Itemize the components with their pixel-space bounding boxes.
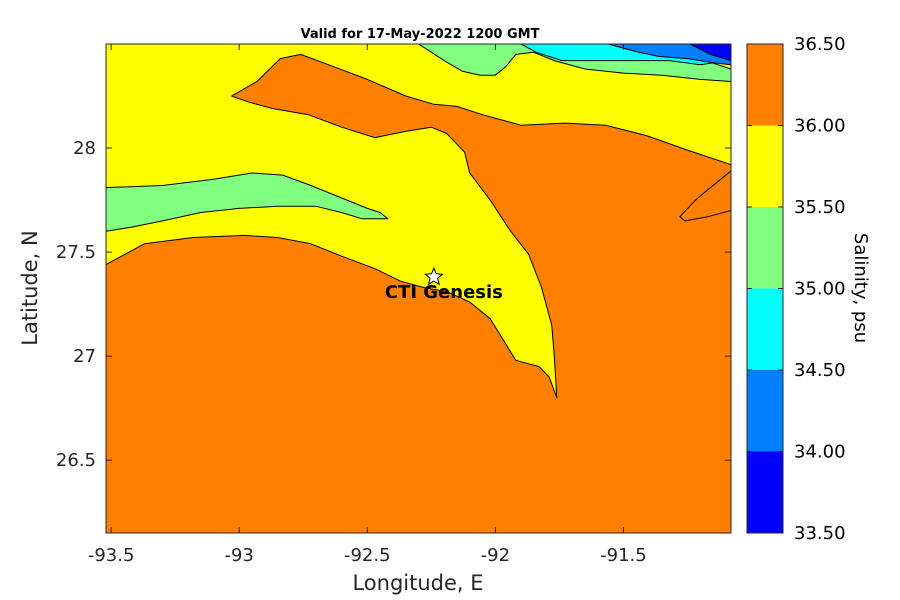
contour-region-1 <box>106 53 731 533</box>
chart-title: Valid for 17-May-2022 1200 GMT <box>301 27 540 42</box>
y-axis-ticks: 26.5 27 27.5 28 <box>56 138 731 471</box>
colorbar-tick-label: 33.50 <box>794 523 846 544</box>
x-tick-label: -93.5 <box>88 545 135 566</box>
x-tick-label: -93 <box>224 545 253 566</box>
colorbar-bands <box>747 44 783 533</box>
colorbar-tick-label: 36.00 <box>794 116 846 137</box>
plot-frame <box>105 43 732 534</box>
contour-regions <box>106 44 731 533</box>
y-tick-label: 27.5 <box>56 242 96 263</box>
colorbar-tick-label: 36.50 <box>794 34 846 55</box>
colorbar-band <box>747 370 783 452</box>
x-axis-label: Longitude, E <box>352 571 483 595</box>
colorbar-band <box>747 44 783 126</box>
x-tick-label: -92 <box>481 545 510 566</box>
x-tick-label: -92.5 <box>344 545 391 566</box>
x-tick-label: -91.5 <box>600 545 647 566</box>
colorbar-band <box>747 451 783 533</box>
colorbar-tick-label: 35.50 <box>794 197 846 218</box>
colorbar-tick-label: 35.00 <box>794 279 846 300</box>
station-label: CTI Genesis <box>385 282 503 303</box>
colorbar-label: Salinity, psu <box>850 233 871 343</box>
y-tick-label: 27 <box>73 346 96 367</box>
colorbar: 36.50 36.00 35.50 35.00 34.50 34.00 33.50 Sali… <box>746 34 871 544</box>
colorbar-band <box>747 125 783 207</box>
y-axis-label: Latitude, N <box>18 230 42 346</box>
colorbar-tick-label: 34.50 <box>794 360 846 381</box>
x-axis-ticks: -93.5 -93 -92.5 -92 -91.5 <box>88 44 647 566</box>
colorbar-band <box>747 207 783 289</box>
y-tick-label: 28 <box>73 138 96 159</box>
colorbar-band <box>747 288 783 370</box>
contour-region-2 <box>106 172 389 232</box>
station-marker-group: CTI Genesis <box>385 266 503 303</box>
colorbar-ticks: 36.50 36.00 35.50 35.00 34.50 34.00 33.50 <box>747 34 846 544</box>
station-star-icon <box>424 266 444 286</box>
colorbar-tick-label: 34.00 <box>794 442 846 463</box>
contour-region-6 <box>689 44 731 62</box>
y-tick-label: 26.5 <box>56 450 96 471</box>
plot-area: -93.5 -93 -92.5 -92 -91.5 26.5 27 27.5 28 CTI G… <box>56 43 732 566</box>
